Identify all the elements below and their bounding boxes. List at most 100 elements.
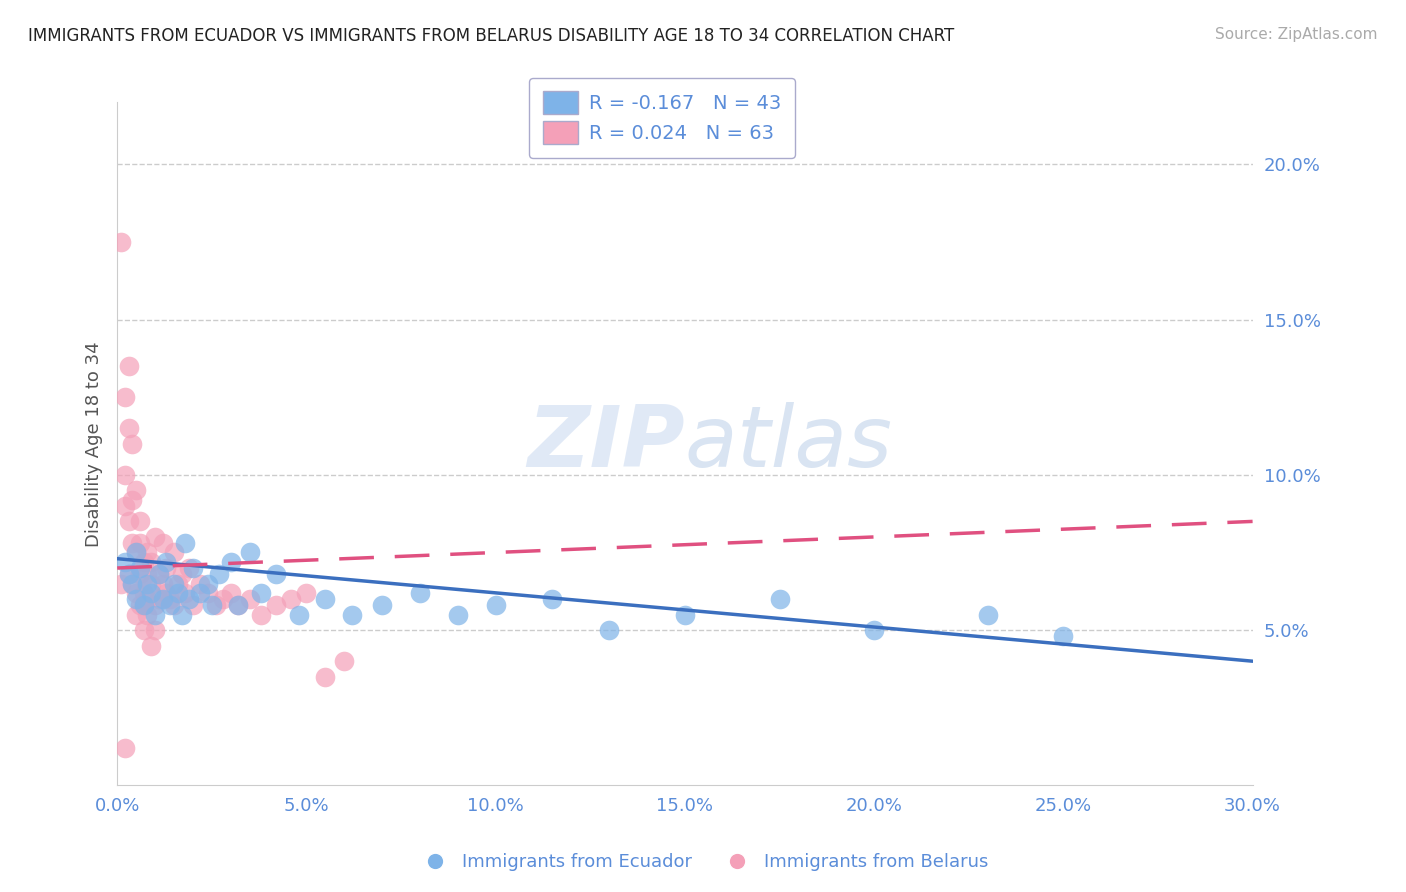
Point <box>409 586 432 600</box>
Point <box>141 639 163 653</box>
Point <box>163 599 186 613</box>
Point <box>1052 629 1074 643</box>
Point <box>117 515 139 529</box>
Point <box>152 576 174 591</box>
Point <box>170 567 193 582</box>
Point <box>114 467 136 482</box>
Point <box>136 607 159 622</box>
Text: atlas: atlas <box>685 402 893 485</box>
Point <box>170 607 193 622</box>
Point <box>117 359 139 373</box>
Point <box>117 421 139 435</box>
Point <box>155 586 177 600</box>
Point <box>190 576 212 591</box>
Point <box>264 567 287 582</box>
Text: IMMIGRANTS FROM ECUADOR VS IMMIGRANTS FROM BELARUS DISABILITY AGE 18 TO 34 CORRE: IMMIGRANTS FROM ECUADOR VS IMMIGRANTS FR… <box>28 27 955 45</box>
Point <box>152 536 174 550</box>
Point <box>314 670 336 684</box>
Point <box>128 599 150 613</box>
Point <box>204 599 226 613</box>
Point <box>212 592 235 607</box>
Point <box>136 576 159 591</box>
Point <box>148 567 170 582</box>
Point <box>121 576 143 591</box>
Point <box>177 561 200 575</box>
Point <box>333 654 356 668</box>
Point <box>288 607 311 622</box>
Point <box>125 545 148 559</box>
Point <box>136 545 159 559</box>
Point <box>132 623 155 637</box>
Point <box>226 599 249 613</box>
Point <box>264 599 287 613</box>
Point <box>197 586 219 600</box>
Point <box>128 536 150 550</box>
Point <box>371 599 394 613</box>
Point <box>340 607 363 622</box>
Point <box>190 586 212 600</box>
Point <box>226 599 249 613</box>
Point <box>121 492 143 507</box>
Point <box>197 576 219 591</box>
Point <box>114 499 136 513</box>
Point <box>219 586 242 600</box>
Point <box>673 607 696 622</box>
Point <box>208 567 231 582</box>
Point <box>166 586 188 600</box>
Legend: R = -0.167   N = 43, R = 0.024   N = 63: R = -0.167 N = 43, R = 0.024 N = 63 <box>529 78 796 158</box>
Point <box>598 623 620 637</box>
Point <box>295 586 318 600</box>
Point <box>132 555 155 569</box>
Point <box>485 599 508 613</box>
Point <box>121 576 143 591</box>
Point <box>114 390 136 404</box>
Point <box>174 586 197 600</box>
Y-axis label: Disability Age 18 to 34: Disability Age 18 to 34 <box>86 341 103 547</box>
Point <box>250 586 273 600</box>
Point <box>159 599 181 613</box>
Point <box>541 592 564 607</box>
Point <box>239 545 262 559</box>
Point <box>141 586 163 600</box>
Point <box>132 599 155 613</box>
Point <box>136 567 159 582</box>
Point <box>181 561 204 575</box>
Point <box>177 592 200 607</box>
Point <box>125 586 148 600</box>
Legend: Immigrants from Ecuador, Immigrants from Belarus: Immigrants from Ecuador, Immigrants from… <box>411 847 995 879</box>
Point <box>114 555 136 569</box>
Point <box>976 607 998 622</box>
Point <box>219 555 242 569</box>
Point <box>128 515 150 529</box>
Point <box>121 436 143 450</box>
Point <box>121 536 143 550</box>
Point <box>181 599 204 613</box>
Point <box>132 586 155 600</box>
Point <box>163 576 186 591</box>
Point <box>201 599 224 613</box>
Point <box>128 567 150 582</box>
Point <box>163 545 186 559</box>
Point <box>143 607 166 622</box>
Point <box>159 592 181 607</box>
Point <box>148 592 170 607</box>
Point <box>141 576 163 591</box>
Point <box>125 483 148 498</box>
Point <box>110 235 132 249</box>
Point <box>141 555 163 569</box>
Text: ZIP: ZIP <box>527 402 685 485</box>
Point <box>155 555 177 569</box>
Point <box>132 599 155 613</box>
Point <box>125 545 148 559</box>
Point <box>152 592 174 607</box>
Point <box>117 567 139 582</box>
Point <box>768 592 790 607</box>
Point <box>117 567 139 582</box>
Point <box>114 741 136 756</box>
Point <box>125 592 148 607</box>
Point <box>314 592 336 607</box>
Point <box>155 561 177 575</box>
Point <box>447 607 470 622</box>
Point <box>250 607 273 622</box>
Text: Source: ZipAtlas.com: Source: ZipAtlas.com <box>1215 27 1378 42</box>
